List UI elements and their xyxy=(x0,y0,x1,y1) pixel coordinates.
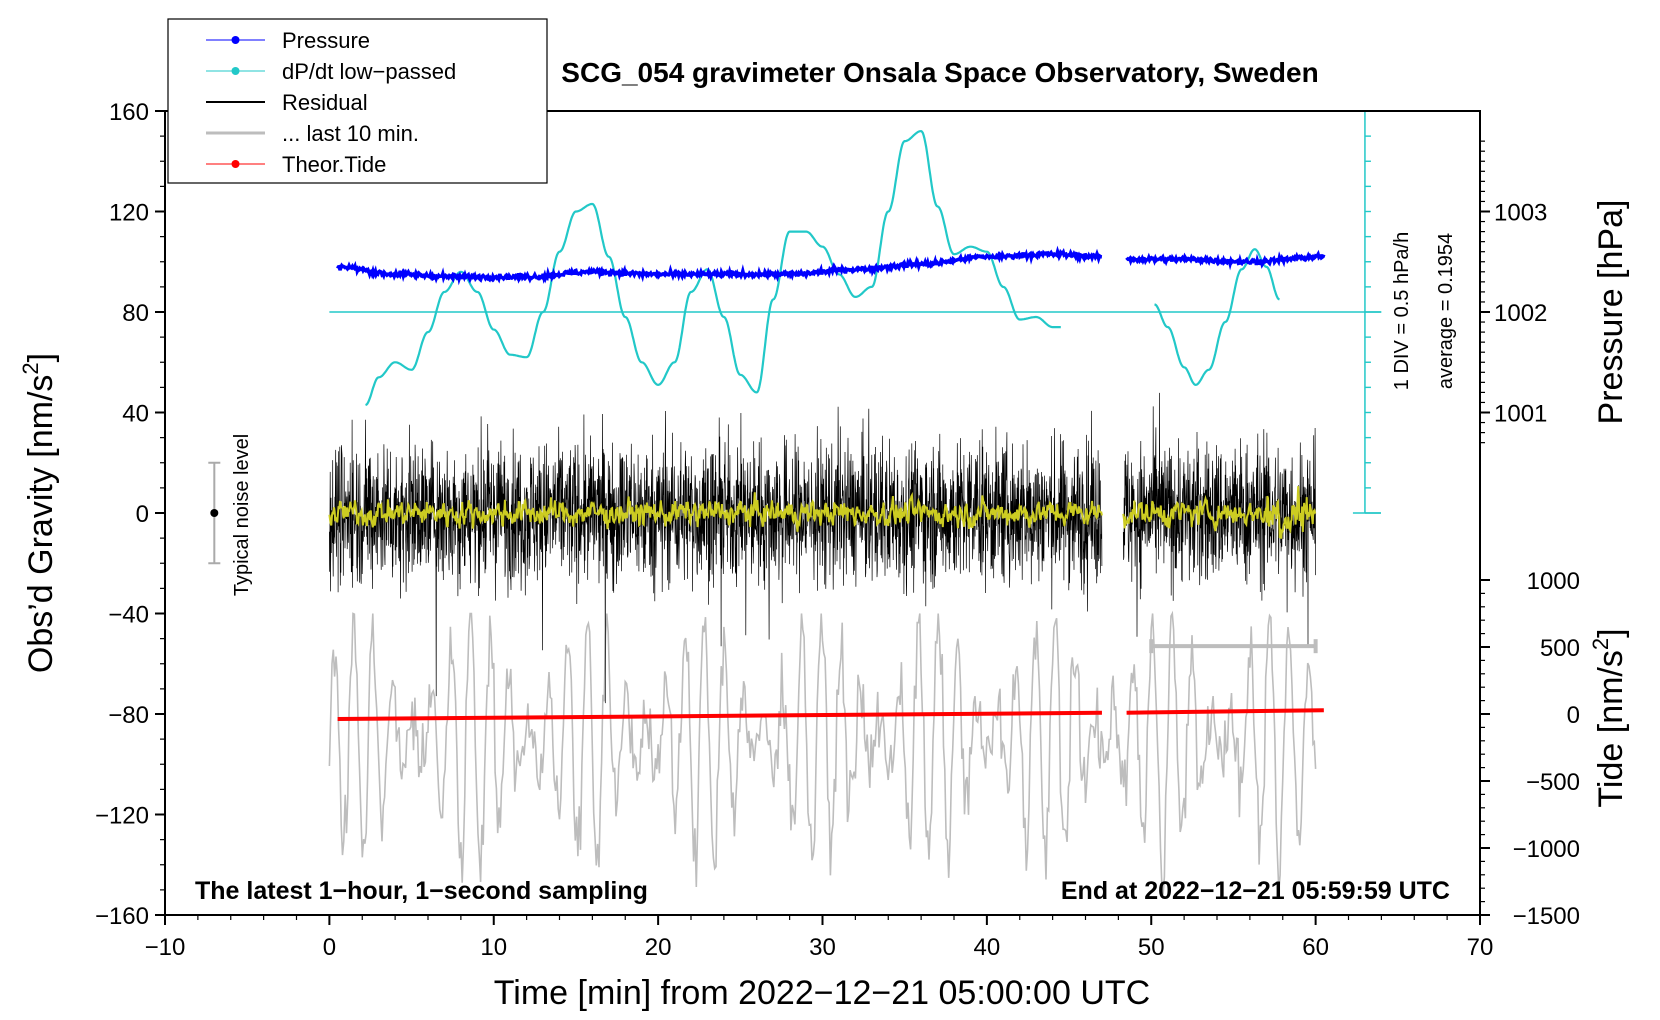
y-tick-label: 40 xyxy=(122,401,149,428)
annotation-end-time: End at 2022−12−21 05:59:59 UTC xyxy=(1061,877,1450,905)
x-tick-label: 70 xyxy=(1467,934,1494,961)
tide-tick-label: 0 xyxy=(1567,702,1580,729)
series-last-10-min-line-0 xyxy=(328,610,1317,895)
pressure-axis-ticks: 1001 1002 1003 xyxy=(1480,140,1547,444)
pressure-tick-label: 1002 xyxy=(1494,300,1547,327)
last-10-min-bar xyxy=(1149,639,1318,654)
dpdt-average-label: average = 0.1954 xyxy=(1435,233,1457,389)
y-tick-label: 0 xyxy=(136,501,149,528)
series-pressure xyxy=(336,245,1326,286)
series-theoretical-tide xyxy=(337,708,1324,722)
y-tick-label: −120 xyxy=(95,803,149,830)
pressure-tick-label: 1001 xyxy=(1494,401,1547,428)
x-tick-label: 40 xyxy=(974,934,1001,961)
y-axis-title-left: Obs’d Gravity [nm/s2] xyxy=(18,353,60,673)
series-tide-line-0 xyxy=(337,710,1102,722)
noise-level-bar xyxy=(208,461,221,565)
y-axis-title-left-main: Obs’d Gravity [nm/s xyxy=(22,375,60,674)
x-tick-label: 10 xyxy=(480,934,507,961)
y-tick-label: 80 xyxy=(122,300,149,327)
legend-label: Residual xyxy=(282,90,368,115)
x-tick-label: 20 xyxy=(645,934,672,961)
legend-label: Pressure xyxy=(282,28,370,53)
y-tick-label: −40 xyxy=(108,602,149,629)
plot-area xyxy=(208,110,1382,895)
legend-label: dP/dt low−passed xyxy=(282,59,456,84)
series-dpdt-line-0 xyxy=(365,129,1061,407)
series-residual-lowpassed-line-1 xyxy=(1122,486,1317,539)
tide-axis-ticks: −1500 −1000 −500 0 500 1000 xyxy=(1480,568,1580,930)
series-dpdt-line-1 xyxy=(1154,248,1280,387)
y-tick-label: 120 xyxy=(109,200,149,227)
tide-axis-title-sup: 2 xyxy=(1588,638,1613,650)
legend-swatch-dot xyxy=(231,160,240,168)
noise-bar-dot xyxy=(210,509,219,517)
legend-label: ... last 10 min. xyxy=(282,121,419,146)
y-tick-label: −80 xyxy=(108,702,149,729)
series-residual-line-1 xyxy=(1122,392,1316,648)
series-residual-lowpassed xyxy=(328,486,1317,539)
series-pressure-line-0 xyxy=(336,245,1103,286)
dpdt-scale-bar xyxy=(1352,110,1381,514)
legend-items: Pressure dP/dt low−passed Residual ... last… xyxy=(206,28,456,177)
series-residual-lowpassed-line-0 xyxy=(328,491,1103,532)
series-dpdt-lowpassed xyxy=(329,129,1382,407)
y-tick-label: 160 xyxy=(109,99,149,126)
x-tick-label: 60 xyxy=(1302,934,1329,961)
pressure-axis-title: Pressure [hPa] xyxy=(1592,200,1630,425)
tide-tick-label: 500 xyxy=(1540,635,1580,662)
legend-swatch-dot xyxy=(231,36,240,44)
y-axis-title-left-end: ] xyxy=(22,353,60,362)
tide-tick-label: 1000 xyxy=(1527,568,1580,595)
series-last-10-min xyxy=(328,610,1317,895)
x-axis-ticks: −10 0 10 20 30 40 50 60 70 xyxy=(145,915,1494,961)
y-axis-ticks: −160 −120 −80 −40 0 40 80 120 160 xyxy=(95,99,165,930)
legend-swatch-dot xyxy=(231,67,240,75)
x-tick-label: 30 xyxy=(809,934,836,961)
x-axis-title: Time [min] from 2022−12−21 05:00:00 UTC xyxy=(494,974,1150,1012)
tide-axis-title-end: ] xyxy=(1592,628,1630,637)
series-pressure-line-1 xyxy=(1125,249,1326,271)
tide-tick-label: −1000 xyxy=(1513,836,1580,863)
noise-level-label: Typical noise level xyxy=(231,434,253,596)
legend-label: Theor.Tide xyxy=(282,152,386,177)
x-tick-label: 0 xyxy=(323,934,336,961)
y-tick-label: −160 xyxy=(95,903,149,930)
dpdt-scale-label: 1 DIV = 0.5 hPa/h xyxy=(1391,232,1413,390)
y-axis-title-left-sup: 2 xyxy=(18,362,43,374)
tide-tick-label: −1500 xyxy=(1513,903,1580,930)
legend: Pressure dP/dt low−passed Residual ... last… xyxy=(167,18,548,184)
tide-axis-title-main: Tide [nm/s xyxy=(1592,650,1630,807)
series-tide-line-1 xyxy=(1126,708,1324,715)
tide-axis-title: Tide [nm/s2] xyxy=(1588,628,1630,807)
chart-title: SCG_054 gravimeter Onsala Space Observat… xyxy=(561,57,1318,88)
annotation-sampling: The latest 1−hour, 1−second sampling xyxy=(195,877,648,905)
tide-tick-label: −500 xyxy=(1526,769,1580,796)
pressure-tick-label: 1003 xyxy=(1494,200,1547,227)
x-tick-label: −10 xyxy=(145,934,186,961)
x-tick-label: 50 xyxy=(1138,934,1165,961)
